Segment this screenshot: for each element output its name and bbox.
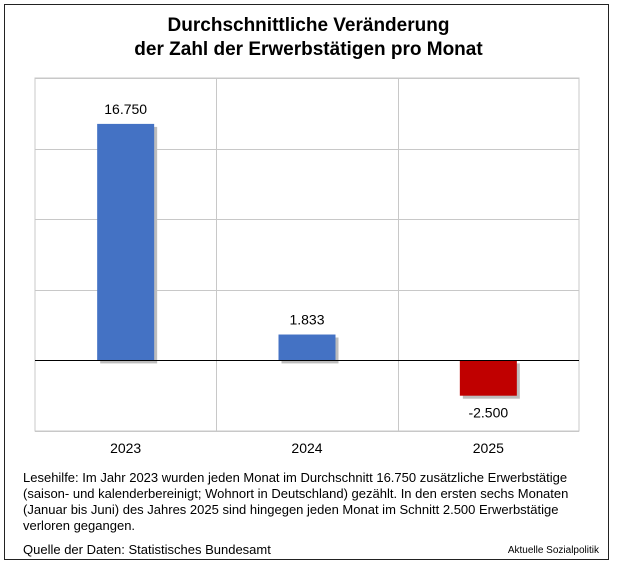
chart-title: Durchschnittliche Veränderung der Zahl d…: [0, 14, 617, 62]
bar-2023: [97, 123, 155, 361]
data-label-2025: -2.500: [468, 405, 508, 421]
x-tick-label-2024: 2024: [291, 440, 322, 456]
x-tick-label-2023: 2023: [110, 440, 141, 456]
chart-title-line-1: Durchschnittliche Veränderung: [167, 15, 450, 36]
credit-label: Aktuelle Sozialpolitik: [507, 545, 599, 556]
bar-2025: [459, 360, 517, 396]
chart-title-line-2: der Zahl der Erwerbstätigen pro Monat: [134, 39, 483, 60]
x-tick-label-2025: 2025: [473, 440, 504, 456]
bar-2024: [278, 334, 336, 361]
data-label-2023: 16.750: [104, 101, 147, 117]
reading-note: Lesehilfe: Im Jahr 2023 wurden jeden Mon…: [23, 470, 569, 533]
data-label-2024: 1.833: [289, 312, 324, 328]
data-source: Quelle der Daten: Statistisches Bundesam…: [23, 542, 271, 557]
